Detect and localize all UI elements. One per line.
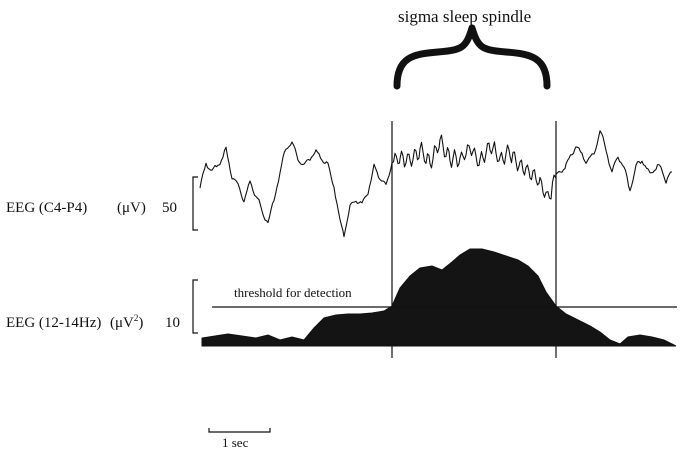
raw-scale-value: 50 [162,200,177,216]
power-trace-unit: (μV2) [110,313,144,331]
power-unit-suffix: ) [138,315,144,331]
power-scale-value: 10 [165,315,180,331]
raw-trace-unit: (μV) [117,200,146,216]
raw-eeg-trace [199,130,673,238]
time-scale-bar [208,428,271,433]
power-unit-prefix: (μV [110,315,134,331]
raw-trace-label: EEG (C4-P4) [6,200,88,216]
power-unit-exponent: 2 [133,313,139,323]
power-trace-label: EEG (12-14Hz) [6,315,102,331]
power-scale-bar [192,279,198,334]
time-scale-label: 1 sec [222,435,249,450]
threshold-label: threshold for detection [234,285,352,300]
sigma-power-envelope [201,248,677,347]
spindle-label: sigma sleep spindle [398,7,532,26]
spindle-brace [393,24,551,90]
raw-scale-bar [192,176,198,231]
